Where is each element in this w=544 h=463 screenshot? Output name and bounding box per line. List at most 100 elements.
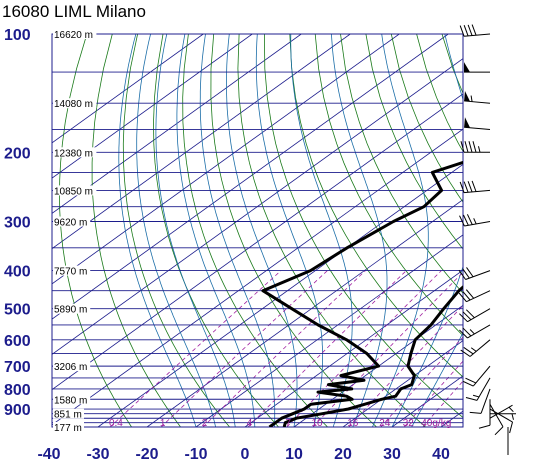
height-label-bg xyxy=(53,303,91,314)
pressure-tick-label: 400 xyxy=(4,264,31,281)
dry-adiabat xyxy=(314,34,463,337)
pressure-tick-label: 800 xyxy=(4,382,31,399)
height-label-bg xyxy=(53,216,91,227)
wind-barb xyxy=(459,180,491,194)
height-label: 3206 m xyxy=(54,362,87,373)
wind-barb xyxy=(490,413,516,420)
pressure-tick-label: 300 xyxy=(4,215,31,232)
temperature-tick-label: 10 xyxy=(285,446,303,463)
height-label: 1580 m xyxy=(54,395,87,406)
dry-adiabat xyxy=(122,34,230,427)
wind-barb xyxy=(465,377,491,401)
temperature-tick-label: -20 xyxy=(135,446,158,463)
mixing-ratio-line xyxy=(202,270,366,427)
dry-adiabat xyxy=(493,34,544,427)
mixing-ratio-label: 0.4 xyxy=(109,418,123,429)
height-label: 12380 m xyxy=(54,148,93,159)
wind-barb xyxy=(478,399,491,429)
isotherm-line xyxy=(52,34,351,250)
dry-adiabat-lines xyxy=(59,34,544,427)
chart-title: 16080 LIML Milano xyxy=(2,2,146,21)
wind-barb xyxy=(464,117,491,131)
wind-barb xyxy=(459,214,491,227)
mixing-ratio-label: 40g/kg xyxy=(421,418,451,429)
temperature-tick-label: -30 xyxy=(86,446,109,463)
isotherm-line xyxy=(52,93,463,391)
pressure-tick-label: 500 xyxy=(4,302,31,319)
dry-adiabat xyxy=(467,34,544,427)
temperature-tick-label: 30 xyxy=(383,446,401,463)
moist-adiabat xyxy=(255,34,324,427)
isotherm-line xyxy=(244,269,463,427)
pressure-tick-label: 100 xyxy=(4,27,31,44)
dry-adiabat xyxy=(182,34,328,427)
isotherm-line xyxy=(52,34,400,285)
dewpoint-profile xyxy=(261,160,463,427)
isotherm-line xyxy=(146,199,463,427)
height-label-bg xyxy=(53,29,97,39)
height-label: 851 m xyxy=(54,410,82,421)
mixing-ratio-label: 24 xyxy=(379,418,391,429)
dry-adiabat xyxy=(91,34,181,427)
temperature-tick-label: 20 xyxy=(334,446,352,463)
mixing-ratio-label: 2 xyxy=(202,418,208,429)
temperature-tick-label: 40 xyxy=(432,446,450,463)
height-label-bg xyxy=(53,394,91,405)
isotherm-line xyxy=(342,340,463,427)
wind-barb xyxy=(464,62,490,73)
wind-barb xyxy=(489,403,504,436)
height-label-bg xyxy=(53,408,84,419)
height-label: 14080 m xyxy=(54,99,93,110)
isotherm-line xyxy=(52,34,204,144)
mixing-ratio-line xyxy=(160,270,328,427)
pressure-tick-label: 200 xyxy=(4,145,31,162)
isotherm-line xyxy=(52,34,302,214)
dry-adiabat xyxy=(210,34,377,427)
wind-barb xyxy=(489,408,514,434)
moist-adiabat xyxy=(411,331,463,427)
pressure-tick-label: 700 xyxy=(4,359,31,376)
dry-adiabat xyxy=(365,34,463,250)
height-label-bg xyxy=(53,361,91,372)
mixing-ratio-line xyxy=(312,271,463,427)
mixing-ratio-label: 1 xyxy=(160,418,166,429)
isotherm-line xyxy=(293,304,463,427)
wind-barb xyxy=(469,388,491,414)
wind-barb xyxy=(459,324,491,339)
mixing-ratio-label: 16 xyxy=(347,418,359,429)
height-label-bg xyxy=(53,98,97,109)
height-label: 177 m xyxy=(54,423,82,434)
temperature-tick-label: 0 xyxy=(241,446,250,463)
isotherm-lines xyxy=(52,34,544,427)
height-label-bg xyxy=(53,147,97,158)
wind-barb xyxy=(459,308,491,323)
mixing-ratio-line xyxy=(403,360,463,427)
sounding-profiles xyxy=(261,160,463,427)
height-label: 16620 m xyxy=(54,30,93,41)
isotherm-line xyxy=(52,34,449,320)
height-label-bg xyxy=(53,422,84,432)
wind-barbs xyxy=(458,24,516,455)
temperature-profile xyxy=(282,285,463,427)
mixing-ratio-label: 10 xyxy=(312,418,324,429)
temperature-tick-label: -40 xyxy=(37,446,60,463)
wind-barb xyxy=(464,90,491,104)
moist-adiabat xyxy=(136,34,216,427)
wind-barb xyxy=(460,141,490,153)
isotherm-line xyxy=(97,163,463,427)
height-label: 10850 m xyxy=(54,186,93,197)
moist-adiabat xyxy=(176,34,256,427)
wind-barb xyxy=(458,289,491,303)
dry-adiabat xyxy=(416,34,463,153)
pressure-tick-label: 600 xyxy=(4,333,31,350)
dry-adiabat xyxy=(153,34,279,427)
mixing-ratio-label: 32 xyxy=(403,418,415,429)
isotherm-line xyxy=(195,234,463,427)
height-label: 5890 m xyxy=(54,305,87,316)
height-label: 7570 m xyxy=(54,267,87,278)
isotherm-line xyxy=(490,34,544,427)
isotherm-line xyxy=(52,58,463,355)
isotherm-line xyxy=(52,34,253,179)
mixing-ratio-label: 4 xyxy=(247,418,253,429)
